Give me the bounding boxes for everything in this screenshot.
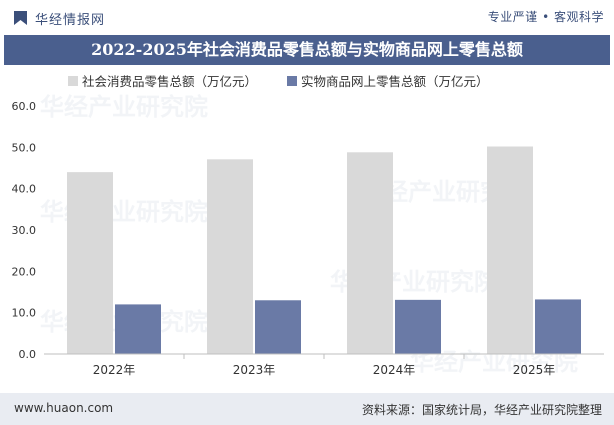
chart-title: 2022-2025年社会消费品零售总额与实物商品网上零售总额: [4, 35, 610, 65]
footer-source: 资料来源：国家统计局，华经产业研究院整理: [361, 403, 602, 417]
watermark-text: 华经产业研究院: [40, 93, 208, 121]
bar-online-sales: [535, 299, 581, 354]
footer-url: www.huaon.com: [14, 401, 114, 415]
brand-tagline: 专业严谨 • 客观科学: [487, 10, 604, 24]
legend-item-online-sales: 实物商品网上零售总额（万亿元）: [287, 71, 489, 90]
x-tick-label: 2025年: [513, 363, 556, 377]
y-tick-label: 10.0: [12, 307, 37, 320]
chart-legend: 社会消费品零售总额（万亿元） 实物商品网上零售总额（万亿元）: [68, 71, 519, 90]
y-tick-label: 60.0: [12, 100, 37, 113]
legend-label-online-sales: 实物商品网上零售总额（万亿元）: [301, 74, 489, 89]
bar-retail-sales: [487, 146, 533, 354]
legend-swatch-retail-sales: [68, 75, 78, 86]
brand: 华经情报网: [14, 7, 105, 29]
y-tick-label: 20.0: [12, 265, 37, 278]
bar-online-sales: [115, 304, 161, 354]
bar-online-sales: [255, 300, 301, 354]
bar-retail-sales: [347, 152, 393, 354]
bar-retail-sales: [207, 159, 253, 354]
bar-online-sales: [395, 299, 441, 354]
footer: www.huaon.com 资料来源：国家统计局，华经产业研究院整理: [0, 393, 614, 425]
y-tick-label: 40.0: [12, 183, 37, 196]
legend-item-retail-sales: 社会消费品零售总额（万亿元）: [68, 71, 257, 90]
x-tick-label: 2024年: [373, 363, 416, 377]
brand-name: 华经情报网: [35, 12, 106, 28]
legend-swatch-online-sales: [287, 75, 298, 86]
x-tick-label: 2022年: [93, 363, 136, 377]
y-tick-label: 0.0: [19, 348, 37, 361]
watermark-text: 华经产业研究院: [40, 198, 208, 226]
y-tick-label: 30.0: [12, 224, 37, 237]
x-tick-label: 2023年: [233, 363, 276, 377]
y-tick-label: 50.0: [12, 141, 37, 154]
bar-retail-sales: [67, 172, 113, 354]
bar-chart: 华经产业研究院华经产业研究院华经产业研究院华经产业研究院华经产业研究院华经产业研…: [12, 93, 604, 377]
legend-label-retail-sales: 社会消费品零售总额（万亿元）: [82, 74, 258, 89]
bookmark-logo-icon: [14, 11, 27, 25]
